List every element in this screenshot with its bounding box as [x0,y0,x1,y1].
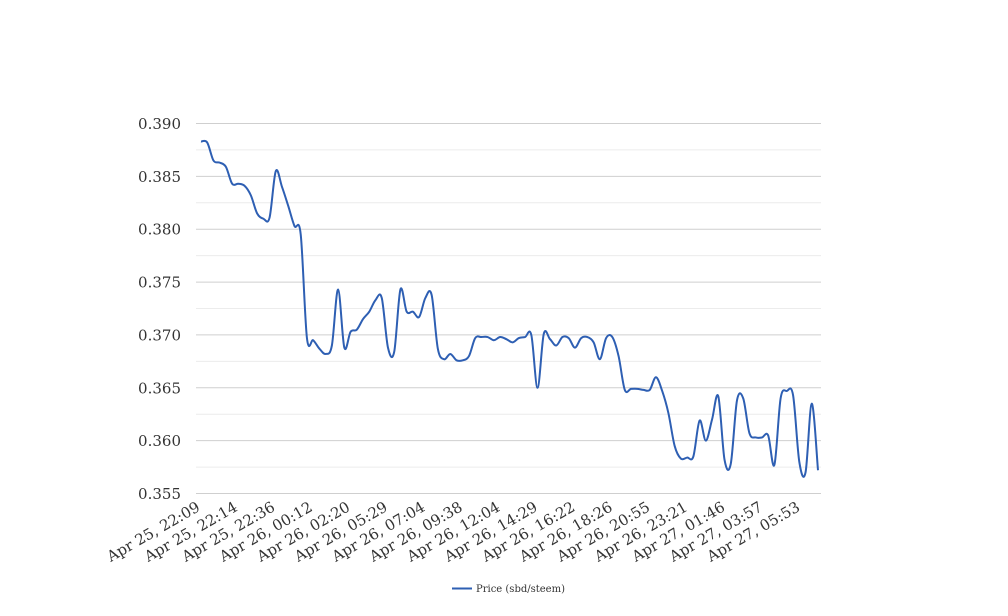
y-tick-label: 0.380 [138,221,181,239]
gridlines [196,123,821,494]
legend: Price (sbd/steem) [452,584,565,595]
y-tick-label: 0.360 [138,432,181,450]
series-layer [200,139,819,478]
y-tick-label: 0.385 [138,168,181,186]
y-tick-label: 0.375 [138,274,181,292]
legend-label-price: Price (sbd/steem) [476,584,565,595]
y-tick-label: 0.365 [138,379,181,397]
series-line-price [200,139,819,478]
y-tick-label: 0.370 [138,326,181,344]
y-axis-ticks: 0.390 0.385 0.380 0.375 0.370 0.365 0.360 0.355 [138,115,181,503]
y-tick-label: 0.355 [138,485,181,503]
y-tick-label: 0.390 [138,115,181,133]
